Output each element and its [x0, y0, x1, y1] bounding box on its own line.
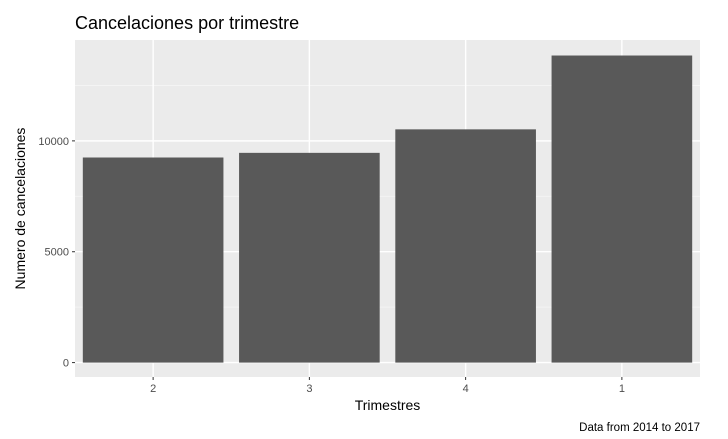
y-axis-title: Numero de cancelaciones [12, 128, 28, 290]
x-tick-label: 3 [306, 383, 312, 395]
x-axis-title: Trimestres [355, 397, 421, 413]
x-tick-label: 1 [619, 383, 625, 395]
bar-3 [239, 152, 380, 363]
y-tick-label: 0 [63, 358, 69, 370]
bars [82, 55, 693, 363]
y-axis: 0 5000 10000 [38, 136, 75, 370]
chart-caption: Data from 2014 to 2017 [579, 422, 700, 434]
bar-2 [82, 157, 224, 363]
chart-title: Cancelaciones por trimestre [75, 13, 299, 33]
x-axis: 2 3 4 1 [150, 377, 625, 395]
bar-4 [395, 129, 536, 363]
y-tick-label: 10000 [38, 136, 69, 148]
bar-1 [551, 55, 693, 363]
y-tick-label: 5000 [45, 247, 69, 259]
x-tick-label: 2 [150, 383, 156, 395]
x-tick-label: 4 [463, 383, 469, 395]
